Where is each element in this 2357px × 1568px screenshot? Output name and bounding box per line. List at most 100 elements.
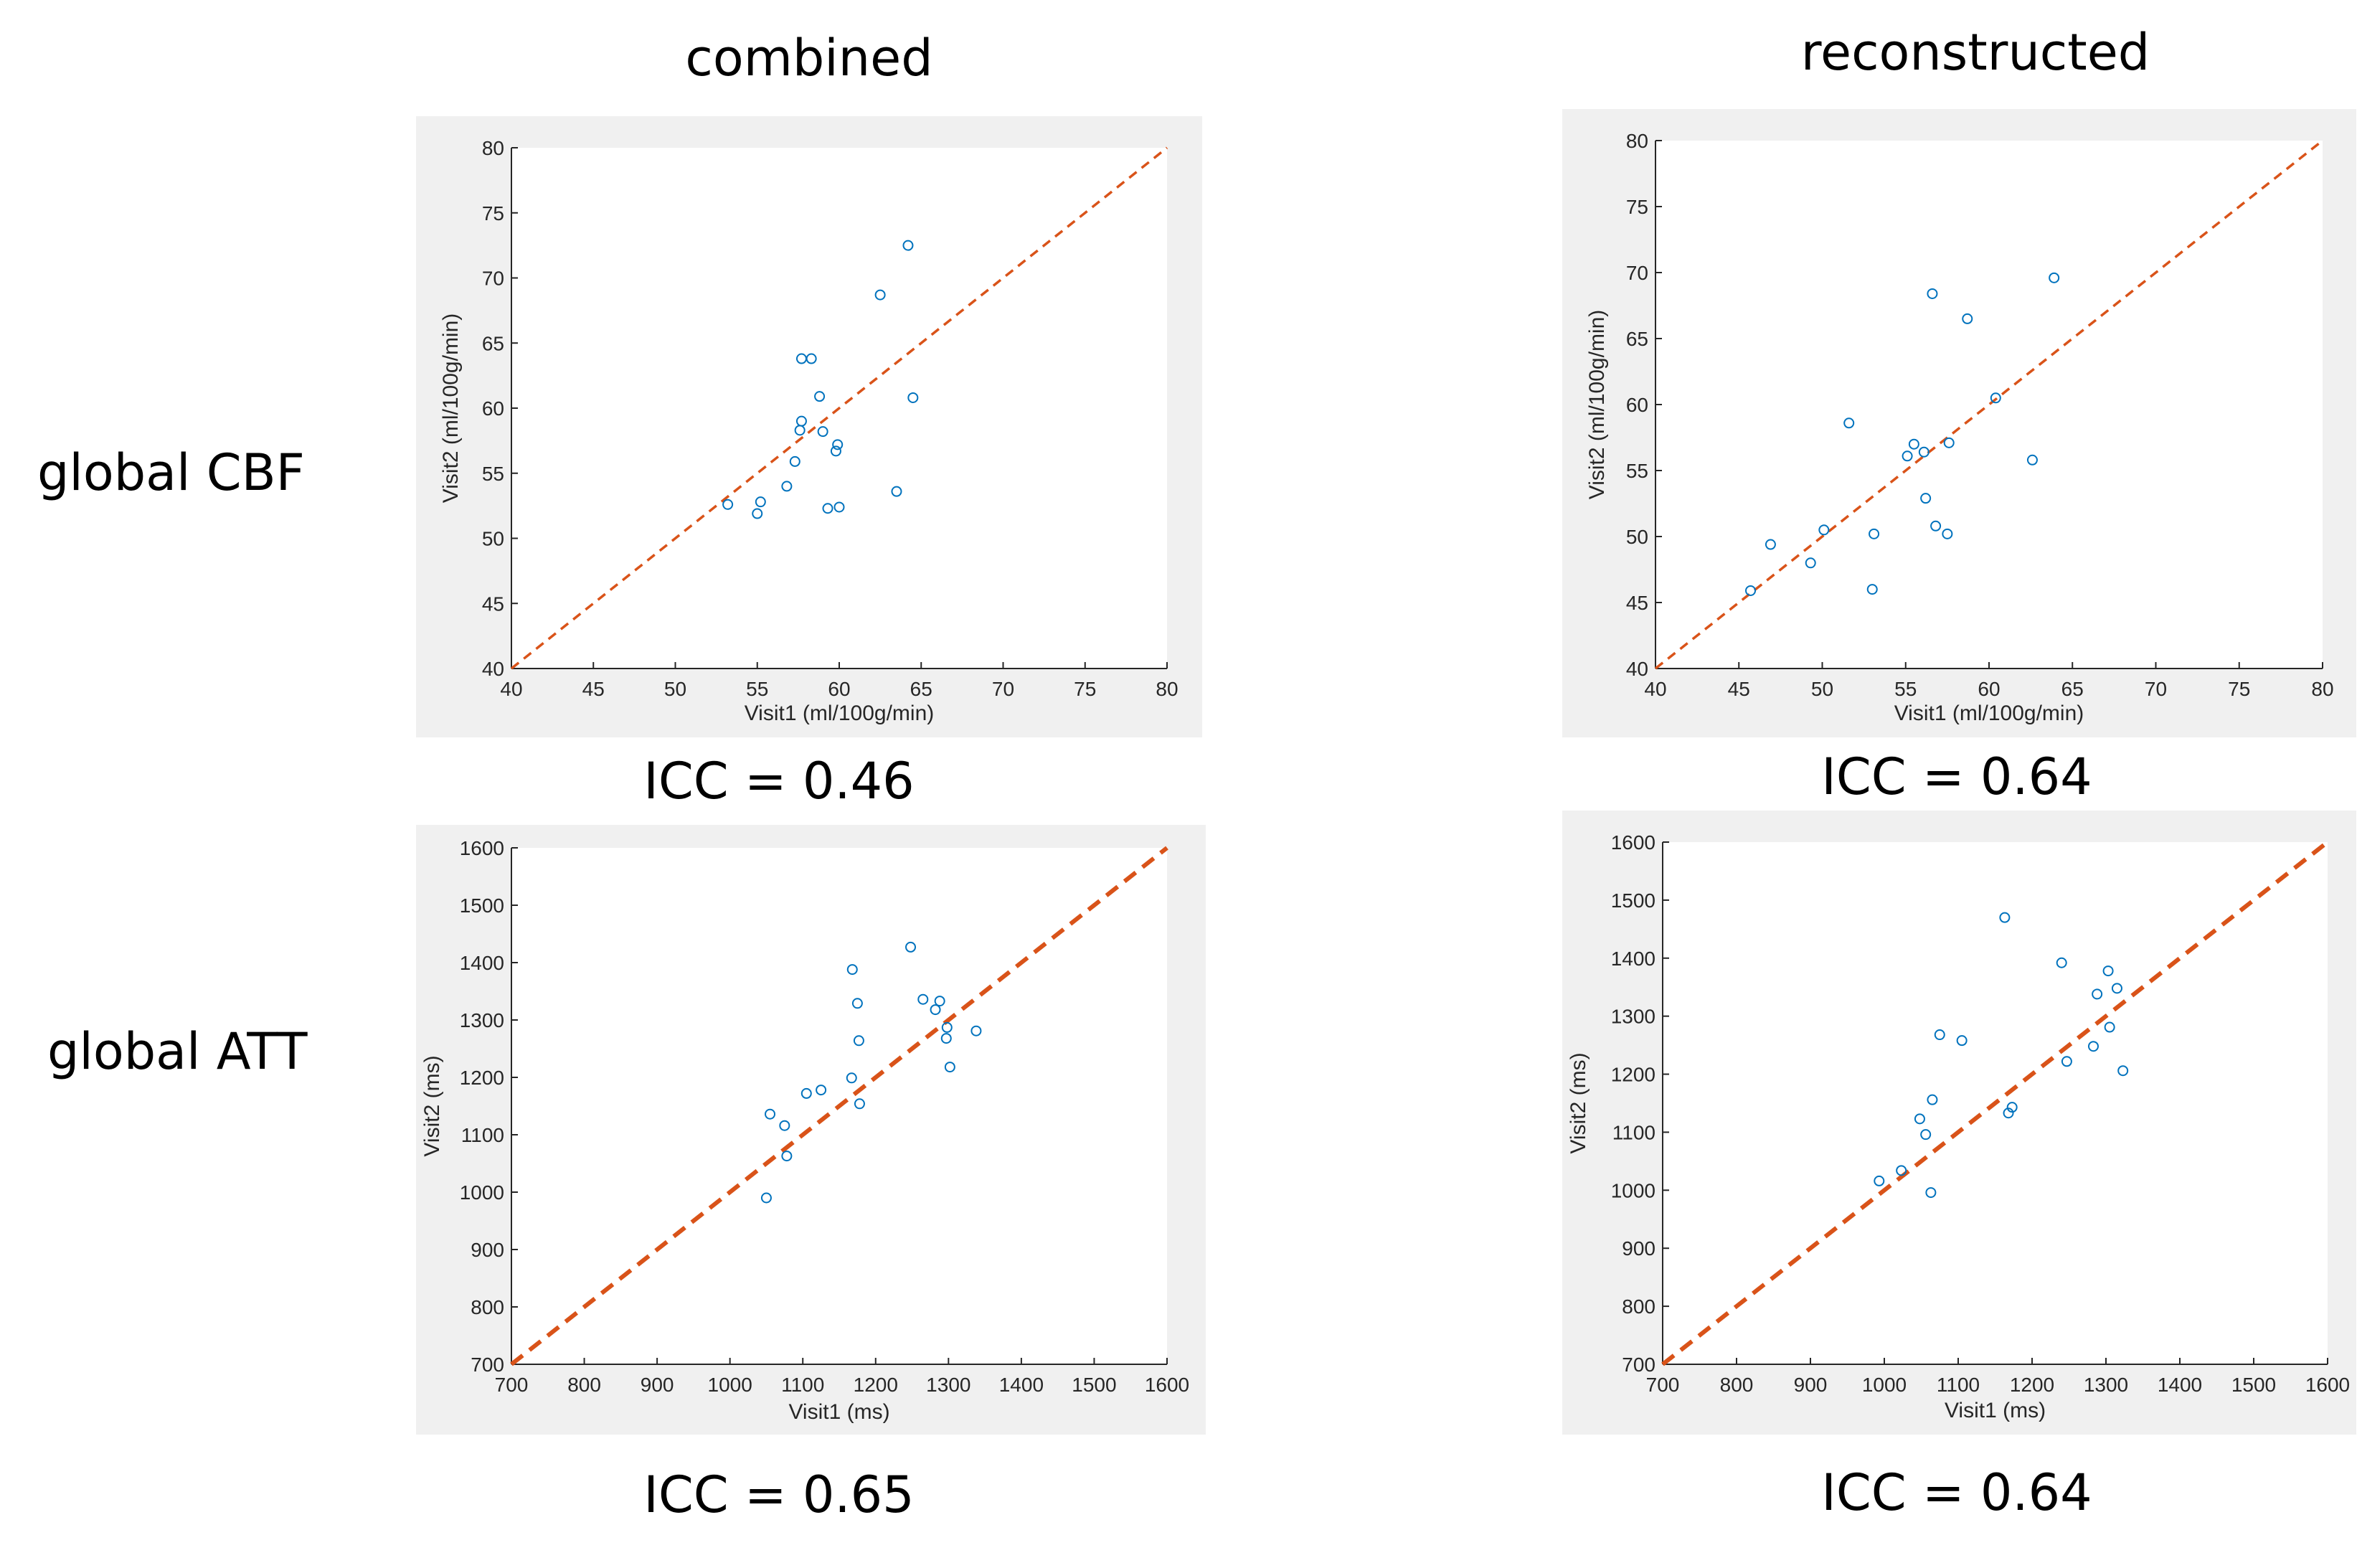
- y-tick-label: 45: [482, 592, 504, 615]
- data-point: [854, 1098, 865, 1110]
- data-point: [874, 289, 886, 301]
- data-point: [1902, 450, 1913, 462]
- y-tick-label: 1500: [460, 894, 504, 917]
- x-tick-label: 70: [992, 678, 1014, 700]
- x-tick-label: 1000: [1862, 1374, 1907, 1396]
- scatter-plot-combined-att: 700 800 900 1000 1100 1200 1300 1400 1500 1600 700…: [420, 837, 1189, 1424]
- data-point: [2087, 1041, 2099, 1052]
- data-point: [1930, 520, 1942, 532]
- x-tick-label: 1300: [926, 1374, 970, 1396]
- y-tick-label: 80: [482, 137, 504, 159]
- x-tick-label: 50: [1811, 678, 1833, 700]
- x-axis-label: Visit1 (ml/100g/min): [1894, 702, 2084, 725]
- data-point: [917, 993, 929, 1005]
- x-tick-label: 50: [664, 678, 686, 700]
- data-point: [832, 439, 844, 450]
- y-tick-label: 1100: [1612, 1121, 1655, 1143]
- x-tick-label: 1200: [2010, 1374, 2054, 1396]
- scatter-panel-combined-cbf: 40 45 50 55 60 65 70 75 80 40 45 50 55 60 65 70 75 80 Visi…: [416, 116, 1202, 737]
- data-point: [846, 1072, 857, 1084]
- identity-line: [1661, 840, 2329, 1366]
- plot-area: [1655, 141, 2323, 669]
- x-tick-label: 60: [828, 678, 850, 700]
- x-tick-label: 40: [1644, 678, 1666, 700]
- x-tick-label: 65: [2061, 678, 2084, 700]
- data-point: [1874, 1175, 1885, 1186]
- x-tick-label: 40: [500, 678, 522, 700]
- icc-label-reconstructed-cbf: ICC = 0.64: [1821, 747, 2092, 806]
- data-point: [800, 1087, 812, 1099]
- y-tick-label: 50: [482, 528, 504, 550]
- data-point: [722, 499, 734, 510]
- x-tick-label: 1200: [854, 1374, 898, 1396]
- data-point: [1990, 392, 2001, 404]
- y-axis-label: Visit2 (ms): [420, 1055, 444, 1156]
- x-tick-label: 55: [746, 678, 768, 700]
- data-point: [1920, 493, 1932, 504]
- y-tick-label: 65: [1626, 328, 1648, 350]
- y-tick-label: 80: [1626, 130, 1648, 152]
- data-point: [1943, 437, 1955, 448]
- data-point: [1942, 528, 1953, 539]
- y-tick-label: 1600: [1611, 831, 1655, 854]
- x-tick-label: 1600: [1145, 1374, 1189, 1396]
- data-point: [1866, 584, 1878, 595]
- data-point: [1745, 585, 1757, 596]
- data-point: [2117, 1065, 2129, 1077]
- data-point: [789, 455, 800, 467]
- data-point: [2003, 1107, 2014, 1119]
- x-tick-label: 1400: [2158, 1374, 2202, 1396]
- x-tick-label: 1300: [2084, 1374, 2128, 1396]
- x-axis-label: Visit1 (ms): [1945, 1399, 2046, 1422]
- data-point: [1908, 438, 1919, 450]
- scatter-plot-reconstructed-cbf: 40 45 50 55 60 65 70 75 80 40 45 50 55 60 65 70 75 80 Visi…: [1585, 130, 2334, 725]
- data-point: [814, 391, 826, 402]
- data-point: [1925, 1187, 1937, 1199]
- data-point: [941, 1021, 953, 1033]
- x-tick-label: 700: [495, 1374, 529, 1396]
- data-point: [2006, 1102, 2018, 1113]
- x-tick-label: 55: [1894, 678, 1917, 700]
- x-axis-label: Visit1 (ms): [788, 1400, 889, 1424]
- data-point: [851, 998, 863, 1009]
- x-tick-label: 800: [567, 1374, 601, 1396]
- x-tick-label: 80: [1156, 678, 1178, 700]
- y-tick-label: 1200: [1611, 1064, 1655, 1086]
- data-point: [1934, 1029, 1945, 1041]
- y-tick-label: 40: [482, 658, 504, 680]
- column-title-reconstructed: reconstructed: [1800, 23, 2150, 82]
- data-point: [907, 392, 919, 403]
- x-tick-label: 1600: [2305, 1374, 2350, 1396]
- y-tick-label: 1600: [460, 837, 504, 859]
- x-tick-label: 900: [1794, 1374, 1828, 1396]
- data-point: [2061, 1056, 2072, 1067]
- y-tick-label: 700: [1622, 1354, 1655, 1376]
- y-tick-label: 900: [471, 1239, 504, 1261]
- y-tick-label: 1400: [1611, 948, 1655, 970]
- data-point: [1914, 1113, 1925, 1125]
- data-point: [1956, 1035, 1968, 1047]
- scatter-panel-reconstructed-att: 700 800 900 1000 1100 1200 1300 1400 1500 1600 700…: [1562, 811, 2356, 1435]
- x-tick-label: 800: [1720, 1374, 1754, 1396]
- data-point: [853, 1035, 864, 1047]
- x-tick-label: 45: [1728, 678, 1750, 700]
- data-point: [795, 415, 807, 427]
- y-tick-label: 60: [1626, 394, 1648, 416]
- scatter-plot-combined-cbf: 40 45 50 55 60 65 70 75 80 40 45 50 55 60 65 70 75 80 Visi…: [439, 137, 1178, 725]
- data-point: [1999, 912, 2011, 923]
- column-title-combined: combined: [685, 29, 933, 88]
- scatter-panel-reconstructed-cbf: 40 45 50 55 60 65 70 75 80 40 45 50 55 60 65 70 75 80 Visi…: [1562, 109, 2356, 737]
- y-tick-label: 1100: [461, 1124, 504, 1146]
- data-point: [970, 1025, 982, 1036]
- scatter-panel-combined-att: 700 800 900 1000 1100 1200 1300 1400 1500 1600 700…: [416, 825, 1206, 1435]
- data-point: [2049, 272, 2060, 283]
- identity-line: [510, 846, 1168, 1366]
- data-point: [833, 501, 845, 513]
- data-point: [1843, 417, 1855, 429]
- data-point: [1765, 539, 1776, 550]
- y-axis-label: Visit2 (ms): [1567, 1052, 1590, 1153]
- y-tick-label: 1200: [460, 1067, 504, 1089]
- data-point: [779, 1120, 790, 1131]
- data-point: [940, 1033, 952, 1044]
- data-point: [765, 1108, 776, 1120]
